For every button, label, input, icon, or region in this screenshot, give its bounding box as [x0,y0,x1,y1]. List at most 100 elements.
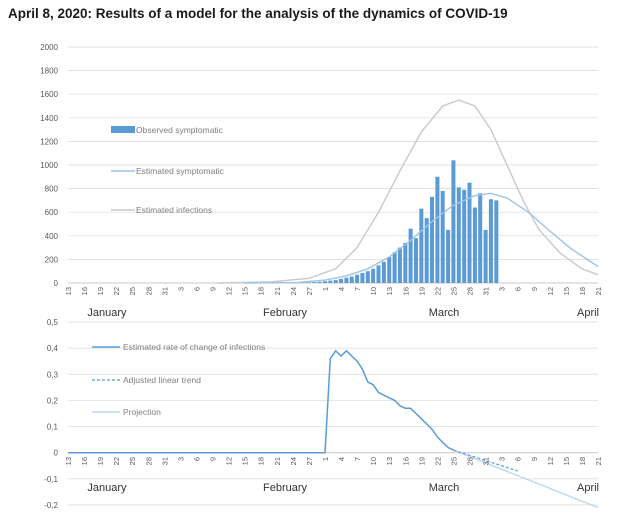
observed-bar [446,229,451,283]
bottom-x-tick-label: 31 [482,457,491,465]
top-x-tick-label: 16 [401,287,410,295]
bottom-x-tick-label: 22 [112,457,121,465]
top-chart-area: 0 200 400 600 800 1000 1200 1400 1600 1800 2000 Obs… [40,43,603,319]
observed-bar [312,282,317,283]
legend-label-trend: Adjusted linear trend [123,375,201,385]
top-y-tick-label: 600 [45,208,59,217]
bottom-x-tick-label: 12 [225,457,234,465]
observed-bar [333,280,338,283]
top-x-tick-label: 15 [241,287,250,295]
top-x-tick-label: 19 [96,287,105,295]
top-x-tick-label: 9 [530,287,539,291]
observed-bar [328,280,333,283]
legend-label-infections: Estimated infections [136,205,212,215]
bottom-x-tick-label: 15 [241,457,250,465]
top-x-tick-label: 21 [273,287,282,295]
top-x-tick-label: 25 [449,287,458,295]
observed-bar [339,278,344,283]
observed-bar [472,207,477,283]
observed-bar [397,247,402,283]
observed-bar [403,242,408,283]
top-x-tick-label: 22 [112,287,121,295]
top-month-label: January [87,307,127,319]
observed-bar [419,208,424,283]
bottom-x-tick-label: 3 [176,457,185,461]
top-x-tick-label: 12 [225,287,234,295]
observed-bar [317,281,322,283]
observed-bar [462,189,467,283]
bottom-x-tick-label: 19 [96,457,105,465]
legend-label-observed: Observed symptomatic [136,125,224,135]
bottom-x-tick-label: 15 [562,457,571,465]
observed-bar [483,229,488,283]
top-x-tick-label: 10 [369,287,378,295]
bottom-x-tick-label: 9 [530,457,539,461]
observed-bar [387,257,392,283]
bottom-x-tick-label: 13 [385,457,394,465]
observed-bar [381,261,386,283]
bottom-y-tick-label: -0,2 [44,501,58,510]
observed-bar [488,199,493,283]
top-y-tick-label: 1600 [40,90,58,99]
legend-label-rate: Estimated rate of change of infections [123,342,265,352]
legend-label-projection: Projection [123,407,161,417]
top-y-tick-label: 1200 [40,137,58,146]
chart-title: April 8, 2020: Results of a model for th… [8,6,508,21]
top-x-tick-label: 12 [546,287,555,295]
top-month-label: March [429,307,460,319]
top-x-tick-label: 16 [80,287,89,295]
top-x-tick-label: 18 [257,287,266,295]
top-x-tick-label: 15 [562,287,571,295]
top-x-tick-label: 28 [466,287,475,295]
top-x-tick-label: 22 [433,287,442,295]
observed-bar [478,193,483,283]
observed-bar [456,187,461,283]
bottom-x-tick-label: 3 [498,457,507,461]
bottom-x-tick-label: 25 [449,457,458,465]
bottom-x-tick-label: 1 [321,457,330,461]
estimated-symptomatic-line [244,192,599,284]
adjusted-trend-line [453,449,518,472]
top-x-tick-label: 7 [353,287,362,291]
observed-bar [349,276,354,283]
observed-bar [430,196,435,283]
bottom-x-tick-label: 27 [305,457,314,465]
top-x-tick-label: 24 [289,287,298,295]
top-y-tick-label: 1400 [40,114,58,123]
observed-bar [376,265,381,283]
bottom-x-tick-label: 24 [289,457,298,465]
top-x-tick-label: 9 [209,287,218,291]
bottom-y-tick-label: 0,3 [47,370,59,379]
observed-bar [424,218,429,283]
top-x-tick-label: 13 [64,287,73,295]
bottom-x-tick-label: 16 [80,457,89,465]
top-y-tick-label: 800 [45,185,59,194]
bottom-x-tick-label: 22 [433,457,442,465]
top-month-label: February [263,307,308,319]
rate-of-change-line [68,349,454,454]
observed-bar [494,200,499,283]
top-x-tick-label: 25 [128,287,137,295]
bottom-y-tick-label: 0,2 [47,396,59,405]
bottom-month-label: April [577,482,599,494]
top-x-tick-label: 31 [482,287,491,295]
top-x-tick-label: 1 [321,287,330,291]
bottom-chart-area: -0,2 -0,1 0 0,1 0,2 0,3 0,4 0,5 Estimated rate o… [44,318,603,510]
bottom-x-tick-label: 19 [417,457,426,465]
top-x-tick-label: 21 [594,287,603,295]
top-x-tick-label: 3 [176,287,185,291]
bottom-x-tick-label: 28 [144,457,153,465]
bottom-x-tick-label: 6 [192,457,201,461]
observed-bar [435,176,440,283]
observed-bar [365,271,370,283]
bottom-x-tick-label: 21 [594,457,603,465]
bottom-x-tick-label: 7 [353,457,362,461]
top-x-tick-label: 6 [514,287,523,291]
bottom-x-tick-label: 9 [209,457,218,461]
legend-swatch-observed [111,126,135,133]
observed-bar [323,281,328,283]
observed-bar [344,277,349,283]
top-y-tick-label: 400 [45,232,59,241]
top-x-tick-label: 19 [417,287,426,295]
